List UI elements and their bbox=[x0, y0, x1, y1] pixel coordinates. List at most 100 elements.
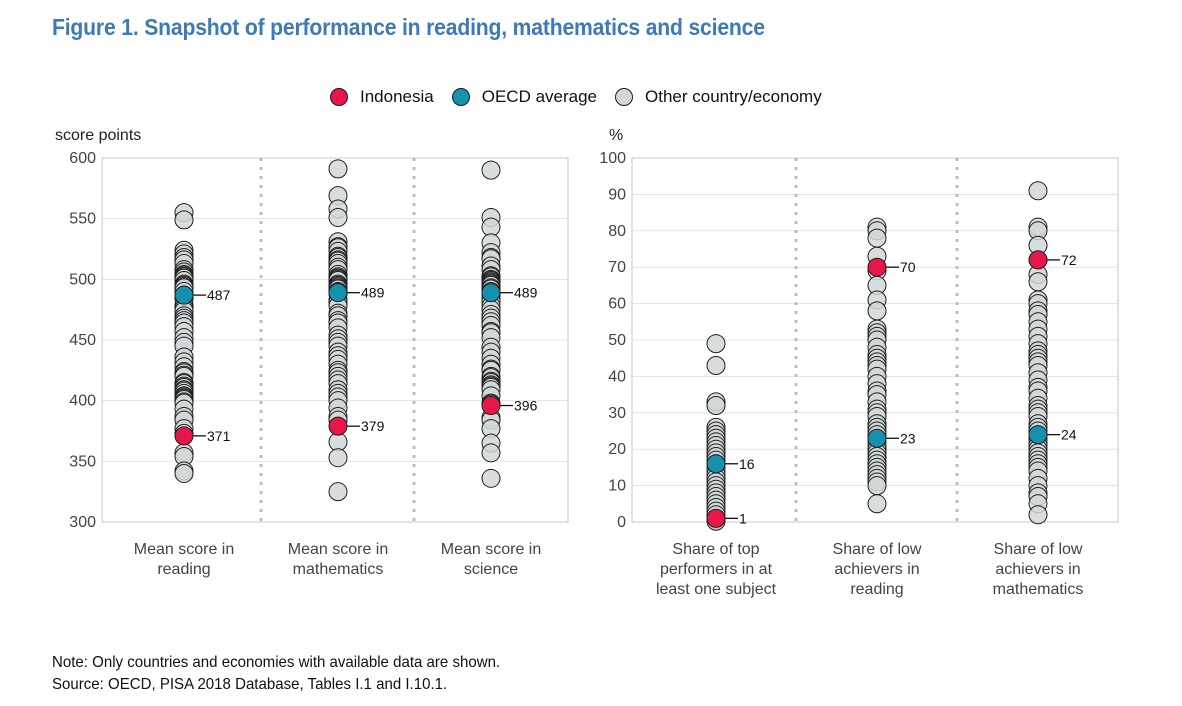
category-label: Mean score in reading bbox=[134, 541, 235, 578]
category-label-line: achievers in bbox=[834, 561, 919, 578]
value-label-oecd: 24 bbox=[1061, 427, 1077, 443]
value-label-oecd: 489 bbox=[514, 285, 538, 301]
category-label-line: Mean score in bbox=[441, 541, 542, 558]
y-tick-label: 80 bbox=[608, 223, 626, 240]
legend-label-oecd: OECD average bbox=[481, 87, 598, 106]
value-label-oecd: 487 bbox=[207, 287, 231, 303]
point-indonesia bbox=[706, 508, 726, 528]
value-label-indonesia: 72 bbox=[1061, 252, 1077, 268]
point-oecd bbox=[867, 428, 887, 448]
point-other bbox=[867, 494, 887, 514]
value-label-indonesia: 1 bbox=[739, 510, 747, 526]
legend-item-other: Other country/economy bbox=[615, 87, 822, 107]
category-label: Share of top performers in at least one su… bbox=[656, 541, 777, 598]
y-tick-label: 350 bbox=[69, 453, 96, 470]
y-tick-label: 50 bbox=[608, 332, 626, 349]
category-label: Share of low achievers in reading bbox=[833, 541, 922, 598]
category-label-line: reading bbox=[157, 561, 210, 578]
value-label-indonesia: 371 bbox=[207, 428, 231, 444]
y-tick-label: 550 bbox=[69, 211, 96, 228]
point-oecd bbox=[706, 454, 726, 474]
y-tick-label: 70 bbox=[608, 259, 626, 276]
category-label-line: Share of low bbox=[833, 541, 922, 558]
y-tick-label: 300 bbox=[69, 514, 96, 531]
point-other bbox=[706, 396, 726, 416]
legend: Indonesia OECD average Other country/eco… bbox=[330, 86, 840, 108]
y-tick-label: 10 bbox=[608, 478, 626, 495]
category-label-line: mathematics bbox=[993, 581, 1084, 598]
category-label-line: Share of low bbox=[994, 541, 1083, 558]
y-axis-title: score points bbox=[55, 127, 141, 144]
chart-panel-2: 0 10 20 30 40 50 60 70 80 90 100% Share of top perfo… bbox=[599, 127, 1119, 598]
category-label-line: reading bbox=[850, 581, 903, 598]
point-other bbox=[174, 463, 194, 483]
plot-frame bbox=[631, 157, 1119, 523]
category-label-line: mathematics bbox=[293, 561, 384, 578]
y-tick-label: 60 bbox=[608, 296, 626, 313]
point-oecd bbox=[174, 285, 194, 305]
point-other bbox=[867, 301, 887, 321]
category-label-line: achievers in bbox=[995, 561, 1080, 578]
point-other bbox=[328, 482, 348, 502]
value-label-oecd: 16 bbox=[739, 456, 755, 472]
point-other bbox=[328, 159, 348, 179]
figure-title: Figure 1. Snapshot of performance in rea… bbox=[52, 14, 765, 40]
point-other bbox=[1028, 272, 1048, 292]
y-tick-label: 500 bbox=[69, 271, 96, 288]
note-text: Note: Only countries and economies with … bbox=[52, 654, 501, 671]
point-other bbox=[481, 160, 501, 180]
legend-item-indonesia: Indonesia bbox=[330, 87, 434, 107]
point-other bbox=[328, 207, 348, 227]
category-label-line: Mean score in bbox=[288, 541, 389, 558]
y-tick-label: 30 bbox=[608, 405, 626, 422]
point-other bbox=[1028, 181, 1048, 201]
point-oecd bbox=[1028, 425, 1048, 445]
legend-marker-other bbox=[615, 88, 634, 106]
point-indonesia bbox=[328, 416, 348, 436]
value-label-indonesia: 70 bbox=[900, 259, 916, 275]
legend-label-other: Other country/economy bbox=[645, 87, 822, 106]
legend-marker-indonesia bbox=[330, 88, 348, 106]
legend-label-indonesia: Indonesia bbox=[360, 87, 434, 106]
y-tick-label: 20 bbox=[608, 441, 626, 458]
y-tick-label: 90 bbox=[608, 186, 626, 203]
value-label-oecd: 489 bbox=[361, 285, 385, 301]
point-other bbox=[481, 443, 501, 463]
chart-panel-1: 300 350 400 450 500 550 600 score points Mean sc… bbox=[55, 127, 569, 578]
point-other bbox=[481, 468, 501, 488]
category-label: Mean score in mathematics bbox=[288, 541, 389, 578]
value-label-indonesia: 396 bbox=[514, 398, 538, 414]
y-tick-label: 0 bbox=[617, 514, 626, 531]
point-other bbox=[706, 334, 726, 354]
notes: Note: Only countries and economies with … bbox=[52, 652, 500, 696]
y-tick-label: 100 bbox=[599, 150, 626, 167]
point-oecd bbox=[481, 283, 501, 303]
point-indonesia bbox=[867, 257, 887, 277]
value-label-indonesia: 379 bbox=[361, 418, 385, 434]
y-axis-title: % bbox=[609, 127, 623, 144]
y-tick-label: 600 bbox=[69, 150, 96, 167]
point-other bbox=[706, 355, 726, 375]
category-label: Mean score in science bbox=[441, 541, 542, 578]
legend-item-oecd: OECD average bbox=[451, 87, 598, 107]
point-oecd bbox=[328, 283, 348, 303]
category-label: Share of low achievers in mathematics bbox=[993, 541, 1084, 598]
category-label-line: Share of top bbox=[672, 541, 759, 558]
category-label-line: least one subject bbox=[656, 581, 777, 598]
point-indonesia bbox=[1028, 250, 1048, 270]
point-other bbox=[867, 228, 887, 248]
category-label-line: science bbox=[464, 561, 518, 578]
y-tick-label: 40 bbox=[608, 368, 626, 385]
point-other bbox=[174, 210, 194, 230]
source-text: Source: OECD, PISA 2018 Database, Tables… bbox=[52, 676, 448, 693]
value-label-oecd: 23 bbox=[900, 430, 916, 446]
point-other bbox=[328, 448, 348, 468]
category-label-line: Mean score in bbox=[134, 541, 235, 558]
point-other bbox=[867, 476, 887, 496]
y-tick-label: 450 bbox=[69, 332, 96, 349]
y-tick-label: 400 bbox=[69, 393, 96, 410]
point-other bbox=[1028, 505, 1048, 525]
point-indonesia bbox=[481, 396, 501, 416]
legend-marker-oecd bbox=[451, 88, 470, 106]
